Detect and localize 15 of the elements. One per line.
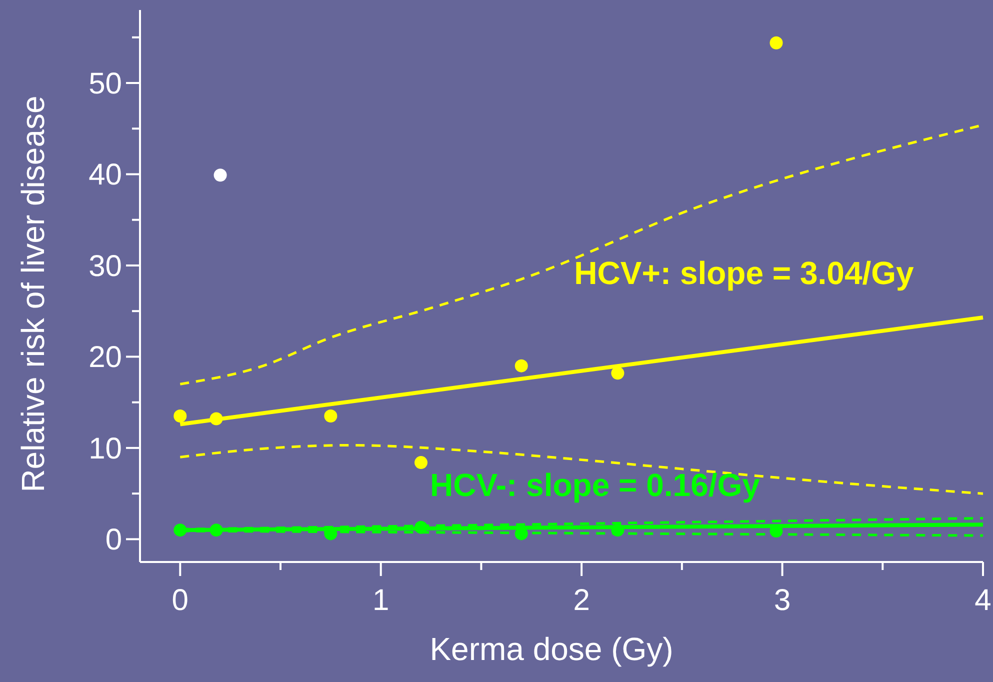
- y-tick-label: 50: [88, 67, 122, 100]
- x-tick-label: 3: [774, 584, 791, 617]
- y-tick-label: 0: [105, 524, 122, 557]
- x-tick-label: 1: [372, 584, 390, 617]
- y-tick-label: 40: [88, 158, 122, 192]
- y-axis-title: Relative risk of liver disease: [15, 96, 51, 492]
- annotation: HCV-: slope = 0.16/Gy: [430, 467, 760, 504]
- y-tick-label: 30: [88, 250, 122, 283]
- x-tick-label: 2: [573, 584, 590, 617]
- x-tick-label: 0: [172, 584, 188, 617]
- x-tick-label: 4: [974, 584, 992, 617]
- annotation: HCV+: slope = 3.04/Gy: [574, 255, 914, 292]
- x-axis-title: Kerma dose (Gy): [430, 631, 674, 667]
- y-tick-label: 20: [88, 341, 122, 374]
- y-tick-label: 10: [88, 432, 122, 466]
